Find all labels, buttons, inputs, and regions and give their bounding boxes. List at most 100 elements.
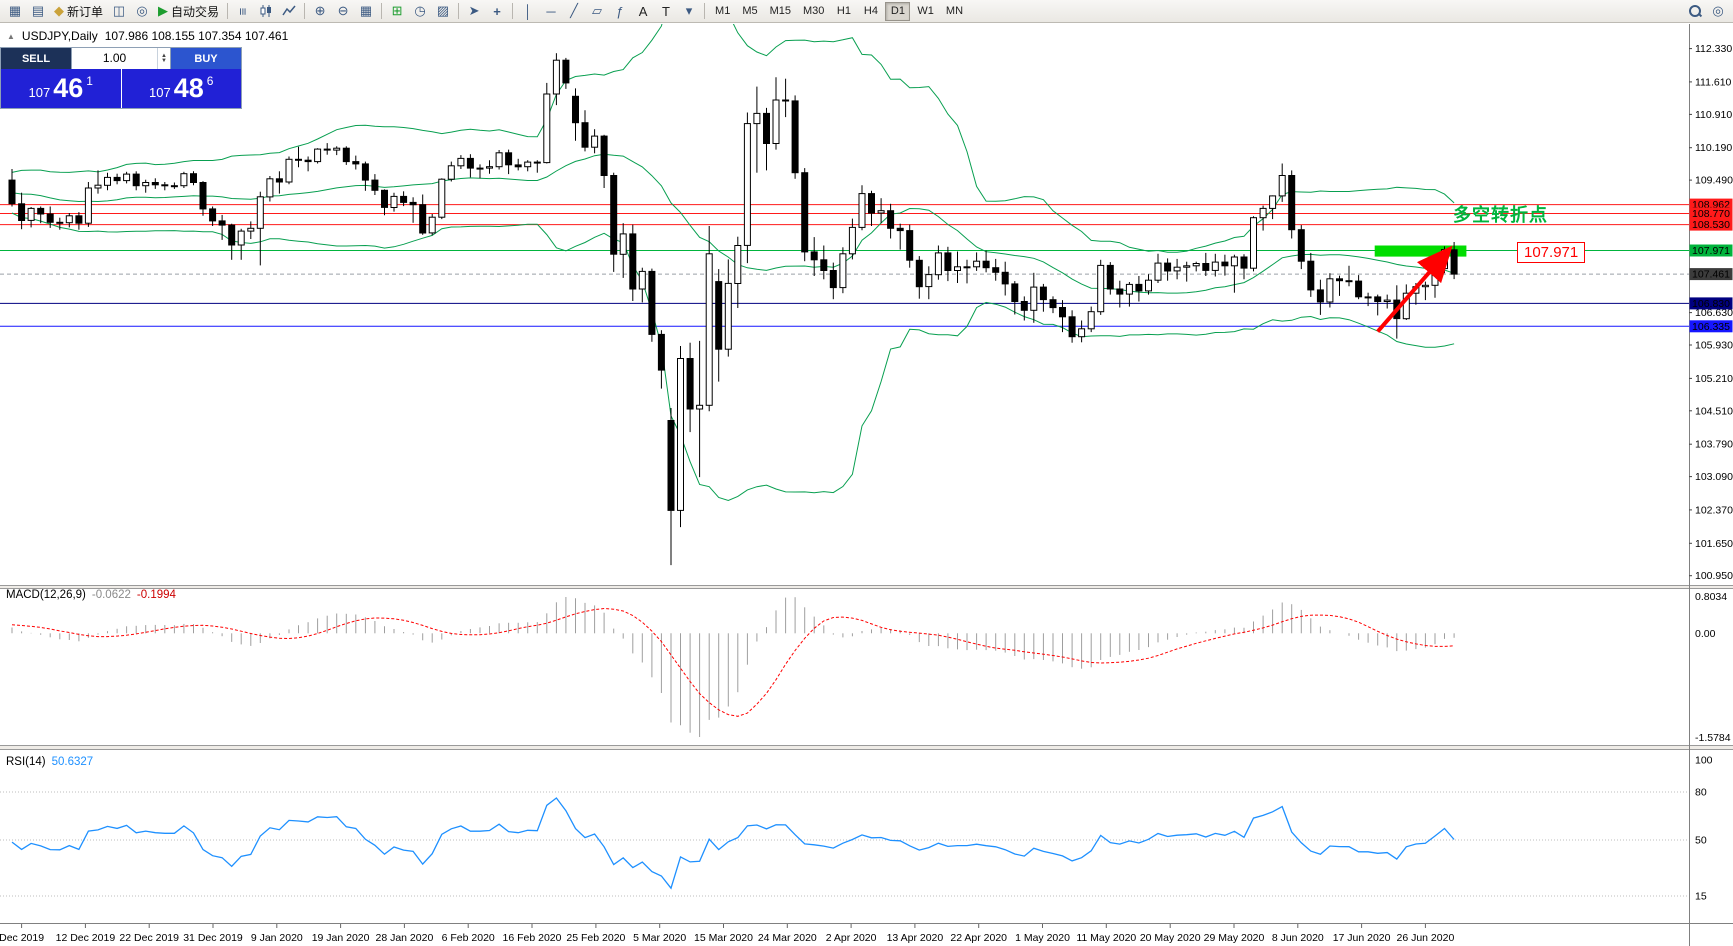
search-button[interactable]	[1684, 1, 1706, 22]
chart-canvas[interactable]: Dec 2019 12 Dec 2019 22 Dec 2019 31 Dec 201…	[0, 24, 1733, 946]
timeframe-d1-button[interactable]: D1	[885, 1, 911, 21]
macd-main-value: -0.0622	[91, 589, 131, 601]
text-label-button[interactable]: T	[655, 1, 677, 22]
bollinger-middle-band[interactable]	[11, 153, 1455, 294]
time-axis-label: 24 Mar 2020	[758, 932, 817, 944]
rsi-scale-label: 15	[1695, 891, 1707, 903]
timeframe-w1-button[interactable]: W1	[912, 2, 939, 21]
volume-field[interactable]: 1.00 ▲ ▼	[71, 48, 171, 69]
price-axis-label: 110.910	[1695, 109, 1732, 121]
timeframe-m1-button[interactable]: M1	[710, 2, 735, 21]
clock-icon: ◷	[414, 3, 426, 18]
templates-button[interactable]: ▨	[432, 1, 454, 22]
price-label-annotation[interactable]: 107.971	[1517, 242, 1586, 263]
data-window-button[interactable]: ◎	[131, 1, 153, 22]
search-icon	[1688, 4, 1702, 18]
macd-signal-line	[11, 607, 1455, 717]
play-icon: ▶	[158, 3, 169, 18]
tile-windows-button[interactable]: ▦	[355, 1, 377, 22]
price-axis-badge	[1689, 218, 1733, 231]
rsi-line	[11, 797, 1455, 890]
trend-arrow-object[interactable]	[1376, 245, 1453, 333]
price-axis-badge-value: 108.530	[1692, 219, 1730, 231]
new-order-label: 新订单	[67, 4, 104, 19]
crosshair-button[interactable]: +	[486, 1, 508, 22]
pane-separator[interactable]	[0, 745, 1733, 750]
spinner-up-icon[interactable]: ▲	[161, 52, 167, 59]
timeframe-h1-button[interactable]: H1	[831, 2, 856, 21]
cursor-button[interactable]: ➤	[463, 1, 485, 22]
indicators-plus-icon: ⊞	[391, 3, 403, 18]
market-watch-icon: ◫	[112, 3, 126, 18]
toolbar-separator	[381, 3, 383, 19]
turning-point-annotation[interactable]: 多空转折点	[1453, 205, 1548, 225]
period-button[interactable]: ◷	[409, 1, 431, 22]
macd-scale-max: 0.8034	[1695, 591, 1727, 603]
options-icon: ◎	[1712, 3, 1724, 18]
line-chart-button[interactable]	[278, 1, 300, 22]
new-chart-button[interactable]: ▦	[4, 1, 26, 22]
timeframe-m5-button[interactable]: M5	[737, 2, 762, 21]
sell-price-big: 46	[53, 73, 84, 103]
rsi-scale-label: 100	[1695, 755, 1713, 767]
sell-button[interactable]: SELL	[1, 48, 71, 69]
zoom-in-icon: ⊕	[314, 3, 326, 18]
sell-price-sup: 1	[86, 74, 93, 88]
bar-chart-button[interactable]: ≡	[232, 1, 254, 22]
profiles-button[interactable]: ▤	[27, 1, 49, 22]
timeframe-m30-button[interactable]: M30	[798, 2, 829, 21]
volume-value[interactable]: 1.00	[102, 51, 127, 65]
timeframe-m15-button[interactable]: M15	[765, 2, 796, 21]
volume-spinner[interactable]: ▲ ▼	[157, 48, 170, 69]
time-axis-label: 16 Feb 2020	[503, 932, 562, 944]
profiles-icon: ▤	[31, 3, 45, 18]
price-axis-badge-value: 108.770	[1692, 208, 1730, 220]
buy-price-sup: 6	[206, 74, 214, 88]
spinner-down-icon[interactable]: ▼	[161, 57, 167, 64]
options-button[interactable]: ◎	[1707, 1, 1729, 22]
time-axis-label: 22 Dec 2019	[119, 932, 179, 944]
text-button[interactable]: A	[632, 1, 654, 22]
zoom-in-button[interactable]: ⊕	[309, 1, 331, 22]
fibonacci-icon: ƒ	[616, 3, 624, 19]
time-axis-label: 31 Dec 2019	[183, 932, 243, 944]
text-label-icon: T	[662, 3, 670, 19]
market-watch-button[interactable]: ◫	[108, 1, 130, 22]
buy-price-display[interactable]: 107 48 6	[121, 69, 241, 108]
buy-price-big: 48	[173, 73, 204, 103]
price-axis-label: 105.210	[1695, 373, 1733, 385]
buy-button[interactable]: BUY	[171, 48, 241, 69]
time-axis-label: 19 Jan 2020	[312, 932, 370, 944]
timeframe-h4-button[interactable]: H4	[858, 2, 883, 21]
horizontal-line-button[interactable]: ─	[540, 1, 562, 22]
sell-price-display[interactable]: 107 46 1	[1, 69, 122, 108]
toolbar-separator	[304, 3, 306, 19]
fibonacci-button[interactable]: ƒ	[609, 1, 631, 22]
arrows-button[interactable]: ▾	[678, 1, 700, 22]
time-axis-label: 9 Jan 2020	[251, 932, 303, 944]
new-order-button[interactable]: ◆ 新订单	[50, 1, 107, 22]
channel-button[interactable]: ▱	[586, 1, 608, 22]
zoom-out-button[interactable]: ⊖	[332, 1, 354, 22]
timeframe-mn-button[interactable]: MN	[941, 2, 968, 21]
price-axis-badge	[1689, 244, 1733, 257]
bollinger-upper-band[interactable]	[11, 24, 1455, 253]
vertical-line-icon: │	[523, 3, 533, 19]
candlestick-chart-button[interactable]	[255, 1, 277, 22]
time-axis-label: 25 Feb 2020	[566, 932, 625, 944]
trendline-button[interactable]: ╱	[563, 1, 585, 22]
indicators-button[interactable]: ⊞	[386, 1, 408, 22]
toolbar-separator	[704, 3, 706, 19]
time-axis-label: Dec 2019	[0, 932, 44, 944]
time-axis-label: 22 Apr 2020	[950, 932, 1007, 944]
price-axis-badge-value: 106.335	[1692, 321, 1730, 333]
price-axis-label: 105.930	[1695, 340, 1733, 352]
bollinger-lower-band[interactable]	[11, 212, 1455, 502]
toolbar-separator	[458, 3, 460, 19]
vertical-line-button[interactable]: │	[517, 1, 539, 22]
autotrading-button[interactable]: ▶ 自动交易	[154, 1, 223, 22]
collapse-triangle-icon[interactable]: ▲	[7, 31, 15, 41]
channel-icon: ▱	[592, 3, 603, 18]
pane-separator[interactable]	[0, 585, 1733, 589]
